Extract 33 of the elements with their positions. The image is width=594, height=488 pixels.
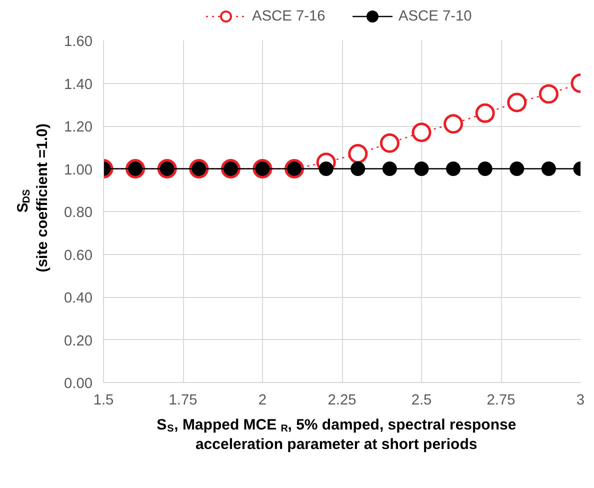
y-tick-label: 1.20 <box>64 120 93 136</box>
x-tick-label: 2.75 <box>486 392 516 408</box>
point <box>475 103 495 123</box>
point <box>412 122 432 142</box>
point <box>348 144 368 164</box>
point <box>538 84 558 104</box>
point <box>507 92 527 112</box>
x-tick-label: 2.25 <box>328 392 356 408</box>
point <box>382 162 397 176</box>
point <box>444 114 464 134</box>
point <box>350 162 366 176</box>
point <box>414 162 429 176</box>
point <box>318 162 334 176</box>
y-tick-label: 1.60 <box>64 34 93 50</box>
y-tick-label: 0.40 <box>64 290 93 306</box>
y-tick-label: 1.00 <box>64 162 93 178</box>
y-tick-label: 0.60 <box>64 248 93 264</box>
point <box>478 162 492 176</box>
legend-label: ASCE 7-16 <box>252 8 326 24</box>
y-tick-label: 0.20 <box>64 333 93 350</box>
point <box>380 133 400 153</box>
x-tick-label: 2.5 <box>411 392 432 408</box>
y-tick-label: 1.40 <box>64 76 93 93</box>
x-tick-label: 1.75 <box>168 392 198 408</box>
y-tick-label: 0.00 <box>64 376 93 392</box>
point <box>446 162 461 176</box>
x-tick-label: 3 <box>576 392 585 408</box>
x-tick-label: 1.5 <box>93 392 114 408</box>
legend-label: ASCE 7-10 <box>398 8 472 24</box>
x-tick-label: 2 <box>258 392 267 408</box>
y-tick-label: 0.80 <box>64 205 93 221</box>
point <box>510 162 524 176</box>
point <box>541 162 556 176</box>
